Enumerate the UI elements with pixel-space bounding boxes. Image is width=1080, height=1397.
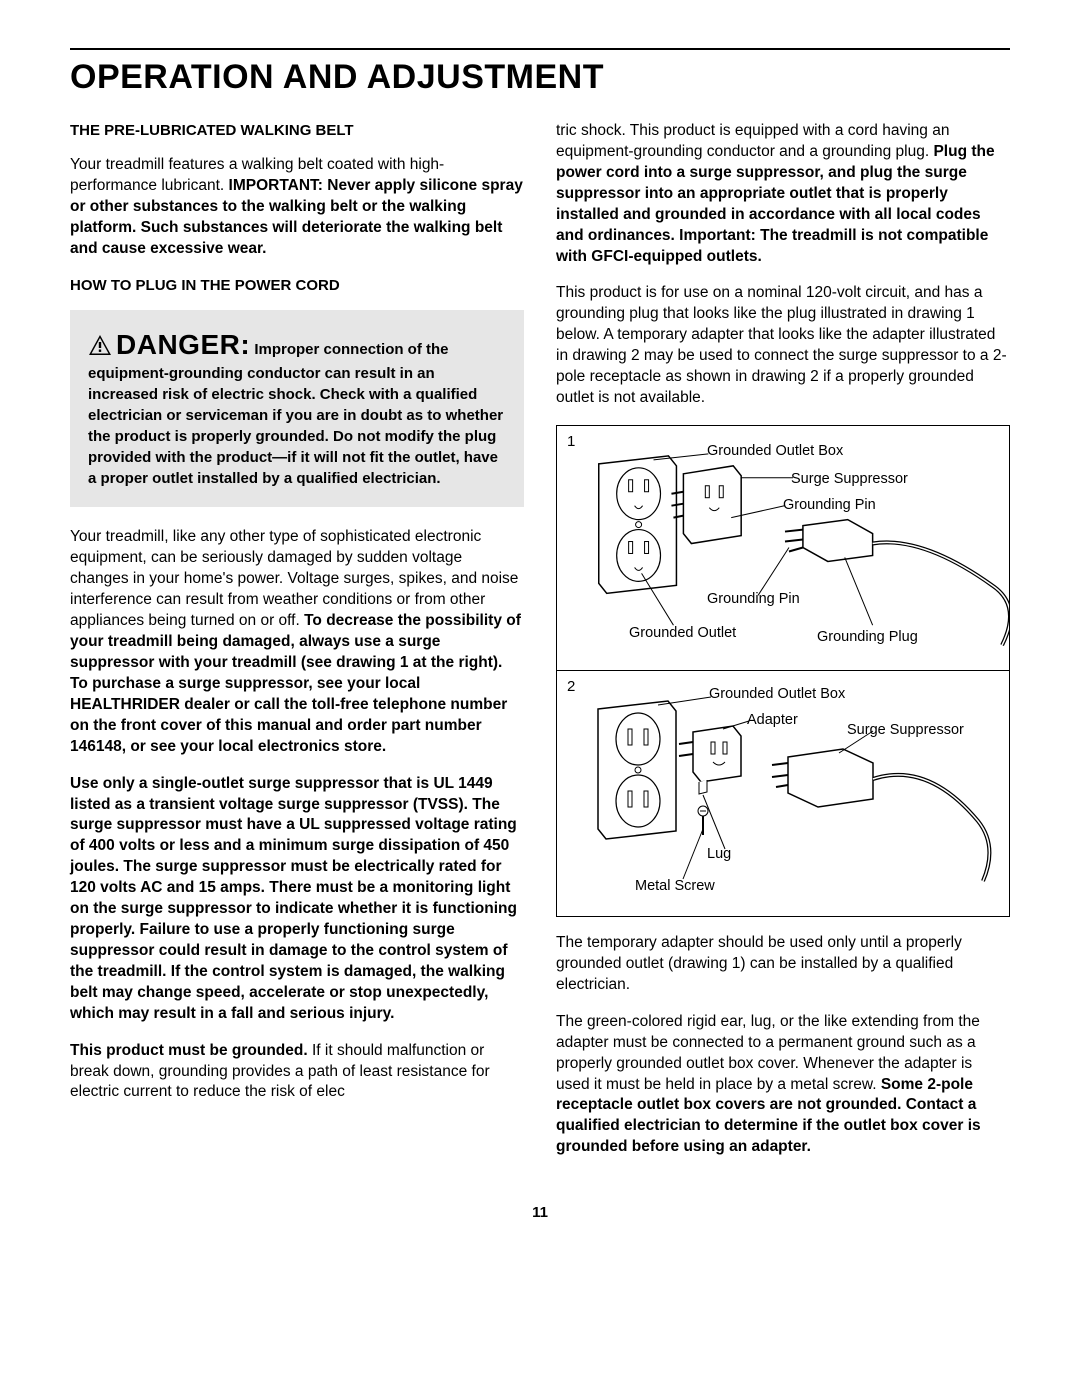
page-number: 11 — [70, 1204, 1010, 1221]
diagram-panel-1: 1 — [557, 426, 1009, 671]
warning-icon — [88, 334, 112, 356]
panel-number: 1 — [567, 432, 575, 452]
para-grounded: This product must be grounded. If it sho… — [70, 1041, 524, 1104]
text-bold: Plug the power cord into a surge suppres… — [556, 143, 995, 265]
diagram-box: 1 — [556, 425, 1010, 917]
page-title: OPERATION AND ADJUSTMENT — [70, 58, 1010, 97]
text: tric shock. This product is equipped wit… — [556, 122, 949, 160]
para-temp-adapter: The temporary adapter should be used onl… — [556, 933, 1010, 996]
heading-power-cord: HOW TO PLUG IN THE POWER CORD — [70, 276, 524, 296]
diagram-svg-2 — [557, 671, 1009, 916]
label-surge-suppressor-2: Surge Suppressor — [847, 721, 964, 741]
label-metal-screw: Metal Screw — [635, 877, 715, 897]
label-adapter: Adapter — [747, 711, 798, 731]
diagram-svg-1 — [557, 426, 1009, 670]
left-column: THE PRE-LUBRICATED WALKING BELT Your tre… — [70, 121, 524, 1174]
label-grounded-outlet-box: Grounded Outlet Box — [707, 442, 843, 462]
heading-walking-belt: THE PRE-LUBRICATED WALKING BELT — [70, 121, 524, 141]
label-surge-suppressor: Surge Suppressor — [791, 470, 908, 490]
label-grounded-outlet: Grounded Outlet — [629, 624, 736, 644]
right-column: tric shock. This product is equipped wit… — [556, 121, 1010, 1174]
para-120v: This product is for use on a nominal 120… — [556, 283, 1010, 409]
label-lug: Lug — [707, 845, 731, 865]
two-column-layout: THE PRE-LUBRICATED WALKING BELT Your tre… — [70, 121, 1010, 1174]
para-surge-spec: Use only a single-outlet surge suppresso… — [70, 774, 524, 1025]
text-bold: To decrease the possibility of your trea… — [70, 612, 521, 755]
para-walking-belt: Your treadmill features a walking belt c… — [70, 155, 524, 260]
label-grounding-pin2: Grounding Pin — [707, 590, 800, 610]
label-grounding-pin: Grounding Pin — [783, 496, 876, 516]
label-grounding-plug: Grounding Plug — [817, 628, 918, 648]
danger-word: DANGER: — [116, 329, 250, 360]
danger-text: Improper connection of the equipment-gro… — [88, 341, 503, 486]
danger-box: DANGER: Improper connection of the equip… — [70, 310, 524, 507]
top-rule — [70, 48, 1010, 50]
para-tric-shock: tric shock. This product is equipped wit… — [556, 121, 1010, 267]
text-bold: This product must be grounded. — [70, 1042, 308, 1059]
para-surge-intro: Your treadmill, like any other type of s… — [70, 527, 524, 757]
para-green-lug: The green-colored rigid ear, lug, or the… — [556, 1012, 1010, 1158]
label-grounded-outlet-box-2: Grounded Outlet Box — [709, 685, 845, 705]
panel-number: 2 — [567, 677, 575, 697]
diagram-panel-2: 2 — [557, 671, 1009, 916]
